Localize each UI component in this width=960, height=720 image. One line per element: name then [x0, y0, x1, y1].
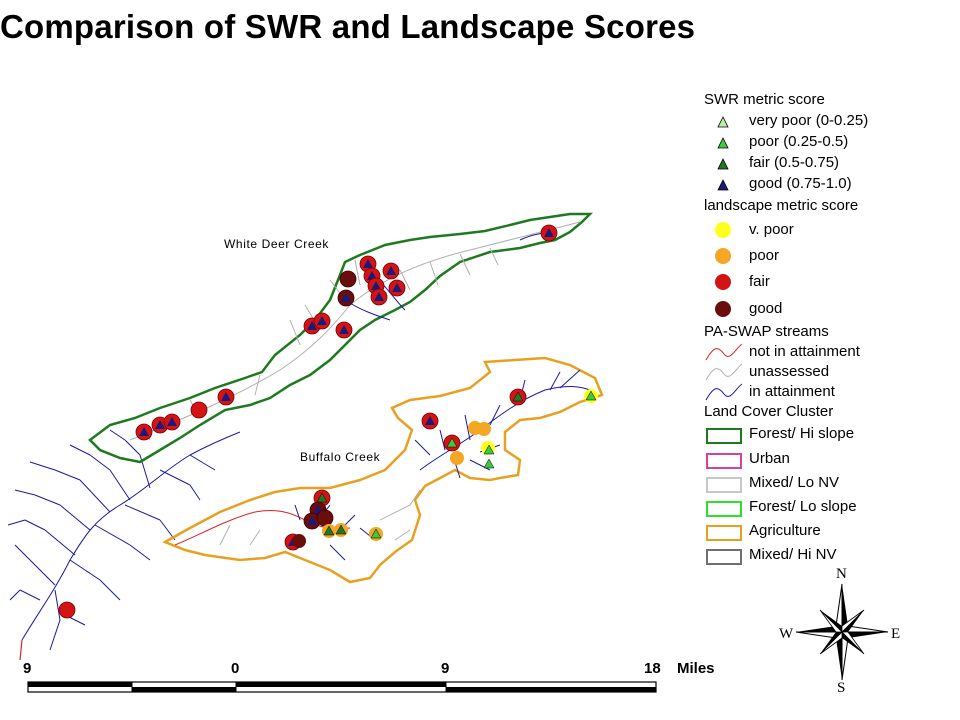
site-marker	[450, 451, 464, 465]
scale-tick-label: 9	[23, 660, 32, 677]
site-marker	[337, 289, 355, 307]
label-white-deer-creek: White Deer Creek	[224, 237, 329, 251]
site-marker	[477, 422, 491, 436]
site-marker	[370, 288, 388, 306]
site-marker	[335, 321, 353, 339]
compass-west-label: W	[779, 626, 794, 642]
scale-tick-label: 9	[441, 660, 450, 677]
compass-north-label: N	[836, 566, 847, 582]
site-marker	[584, 389, 598, 403]
buffalo-creek-streams	[174, 369, 596, 561]
site-marker	[313, 312, 331, 330]
site-marker	[443, 434, 461, 452]
site-marker	[421, 412, 439, 430]
scale-bar	[27, 681, 657, 693]
site-marker	[540, 224, 558, 242]
site-marker	[292, 534, 306, 548]
site-marker	[58, 601, 76, 619]
site-marker	[369, 527, 383, 541]
site-marker	[382, 262, 400, 280]
regional-streams	[7, 429, 241, 651]
site-marker	[334, 523, 348, 537]
buffalo-creek-outline	[162, 356, 604, 584]
site-marker	[316, 509, 334, 527]
site-marker	[163, 413, 181, 431]
scale-tick-label: 0	[231, 660, 240, 677]
site-marker	[388, 279, 406, 297]
site-marker	[190, 401, 208, 419]
compass-east-label: E	[891, 626, 901, 642]
site-marker	[339, 270, 357, 288]
site-marker	[483, 458, 495, 469]
site-marker	[322, 524, 336, 538]
scale-unit-label: Miles	[677, 660, 715, 677]
compass-south-label: S	[837, 680, 846, 696]
map-title: Comparison of SWR and Landscape Scores	[0, 8, 696, 45]
white-deer-creek-outline	[88, 212, 594, 464]
sample-sites	[58, 224, 598, 619]
site-marker	[481, 441, 495, 455]
label-buffalo-creek: Buffalo Creek	[300, 450, 381, 464]
site-marker	[217, 388, 235, 406]
compass-rose	[795, 583, 889, 681]
site-marker	[135, 423, 153, 441]
site-marker	[509, 388, 527, 406]
scale-tick-label: 18	[644, 660, 661, 677]
